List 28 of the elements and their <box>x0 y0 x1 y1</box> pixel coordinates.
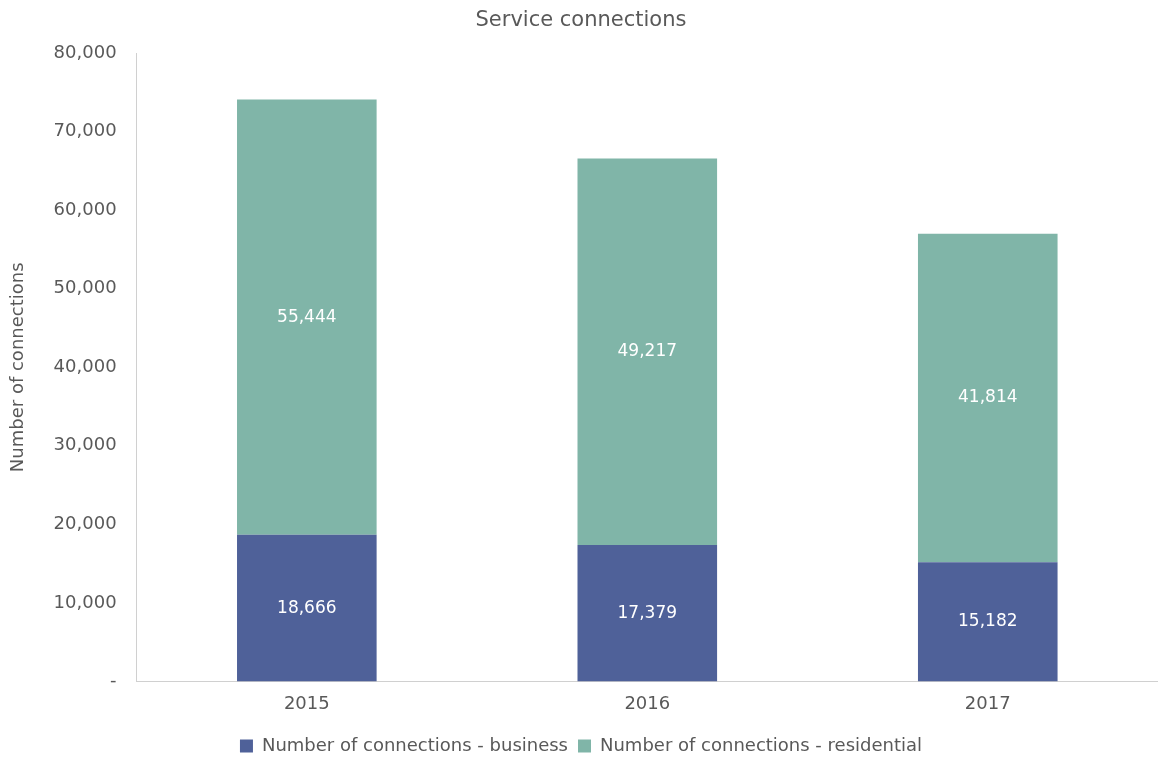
bar <box>577 158 718 545</box>
y-tick-label: 80,000 <box>53 40 117 62</box>
data-label: 49,217 <box>617 340 678 361</box>
y-tick-label: 40,000 <box>53 354 117 376</box>
bar <box>917 233 1058 563</box>
chart-title: Service connections <box>475 7 687 32</box>
bar <box>917 562 1058 682</box>
legend-label: Number of connections - residential <box>600 733 923 755</box>
y-tick-label: - <box>110 669 117 691</box>
y-tick-label: 20,000 <box>53 512 117 534</box>
legend-label: Number of connections - business <box>261 733 568 755</box>
bar <box>237 99 377 535</box>
data-label: 41,814 <box>958 386 1018 407</box>
y-tick-label: 60,000 <box>53 197 117 219</box>
x-tick-label: 2016 <box>624 691 671 713</box>
y-tick-label: 30,000 <box>53 433 117 455</box>
bar <box>237 534 377 682</box>
data-label: 15,182 <box>958 610 1018 631</box>
x-tick-label: 2015 <box>283 691 330 713</box>
bar <box>577 544 718 682</box>
y-tick-label: 70,000 <box>53 119 117 141</box>
data-label: 17,379 <box>617 601 678 622</box>
data-label: 18,666 <box>277 596 337 617</box>
data-label: 55,444 <box>277 305 337 326</box>
y-axis-title: Number of connections <box>6 262 28 473</box>
y-tick-label: 10,000 <box>53 590 117 612</box>
x-tick-label: 2017 <box>964 691 1011 713</box>
y-tick-label: 50,000 <box>53 276 117 298</box>
